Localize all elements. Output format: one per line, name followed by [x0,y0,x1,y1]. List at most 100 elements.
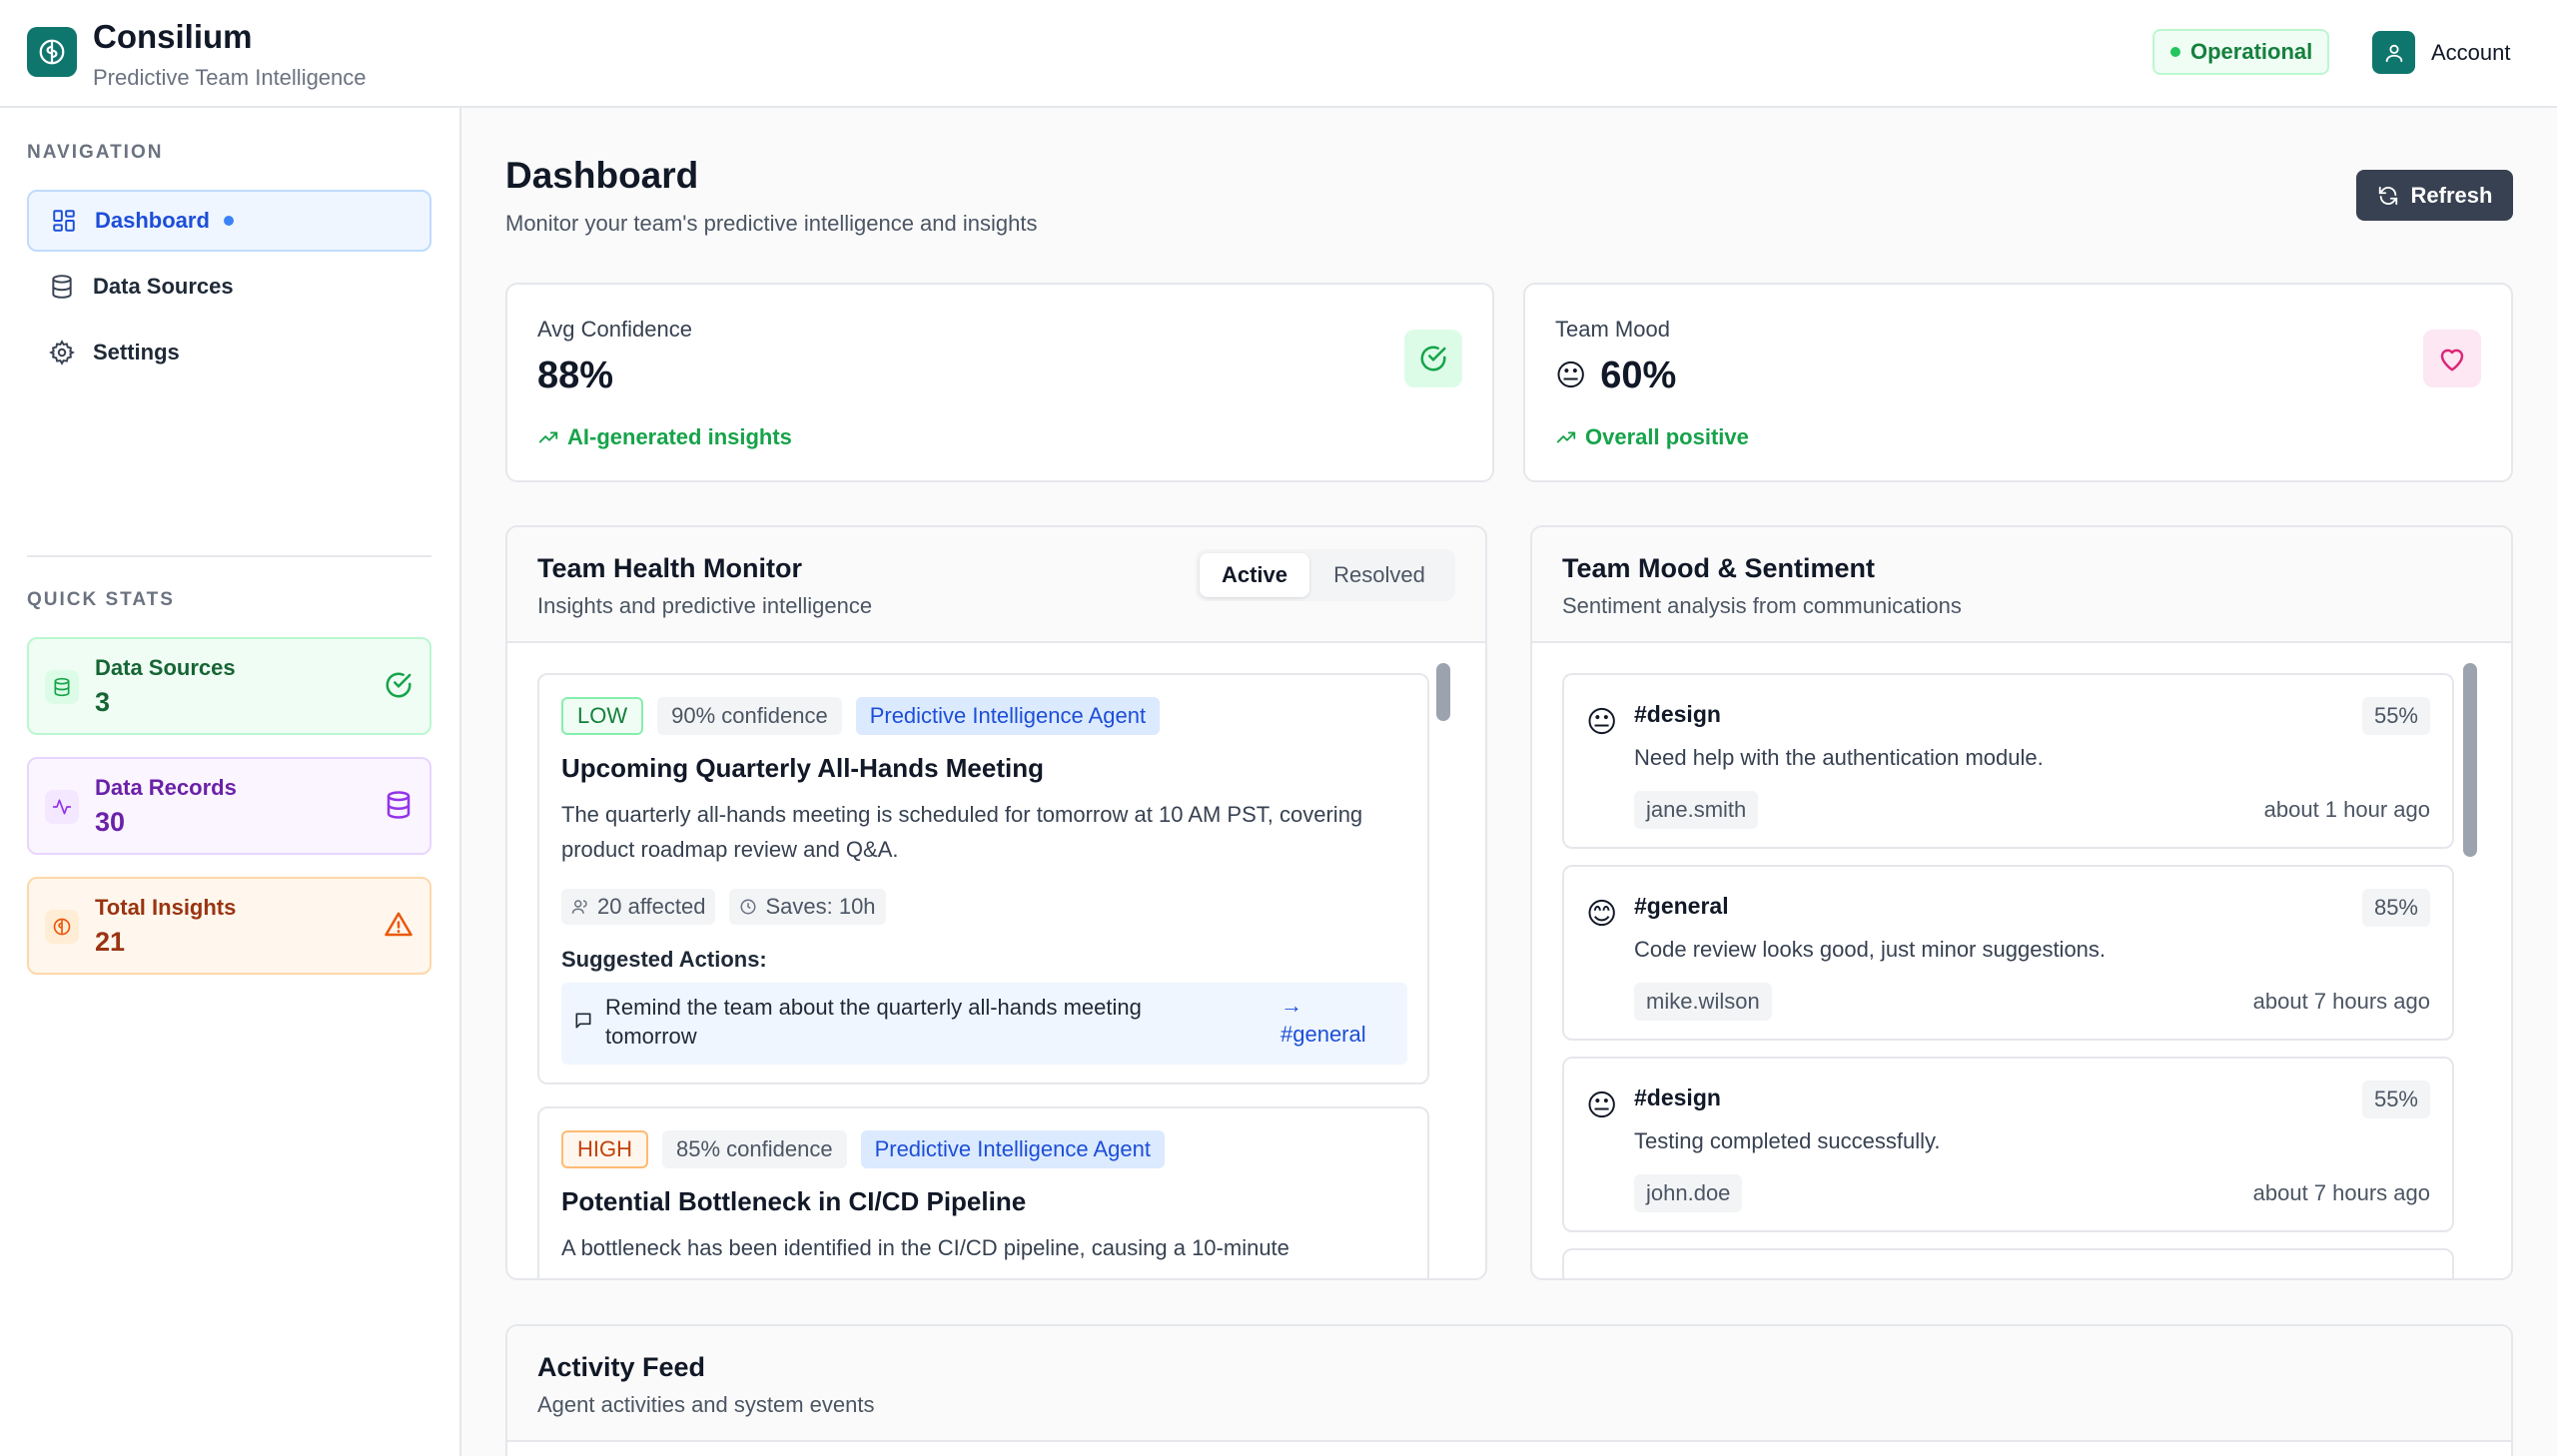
status-tabs: Active Resolved [1196,549,1455,601]
insight-description: The quarterly all-hands meeting is sched… [561,802,1363,862]
message-text: Code review looks good, just minor sugge… [1634,937,2107,962]
severity-badge: LOW [561,697,644,735]
timestamp: about 7 hours ago [2252,1180,2430,1205]
channel-name: #design [1634,1085,1721,1110]
check-circle-icon [1404,330,1462,387]
timestamp: about 1 hour ago [2263,797,2430,822]
arrow-right-icon: → [1280,993,1302,1018]
smiling-face-icon: 😊 [1586,897,1618,932]
message-text: Testing completed successfully. [1634,1128,1941,1153]
sidebar-item-data-sources[interactable]: Data Sources [27,256,431,318]
database-icon [49,274,75,300]
sentiment-item[interactable] [1562,1248,2454,1278]
account-button[interactable]: Account [2372,31,2511,74]
kpi-value: 88% [537,355,613,397]
status-badge: Operational [2152,29,2329,75]
agent-badge: Predictive Intelligence Agent [855,697,1161,735]
users-icon [571,898,589,916]
panel-subtitle: Insights and predictive intelligence [537,593,873,618]
sentiment-item[interactable]: 😐 #design 55% Testing completed successf… [1562,1057,2454,1232]
sentiment-list[interactable]: 😐 #design 55% Need help with the authent… [1532,643,2511,1278]
scrollbar-thumb[interactable] [1436,663,1450,721]
kpi-value: 😐 60% [1555,355,1676,397]
action-channel-link[interactable]: #general [1280,1022,1366,1047]
status-dot-icon [2170,47,2180,57]
suggested-action[interactable]: Remind the team about the quarterly all-… [561,983,1407,1065]
nav-heading: NAVIGATION [27,142,164,163]
kpi-trend: AI-generated insights [537,424,792,450]
insights-list[interactable]: LOW 90% confidence Predictive Intelligen… [507,643,1485,1278]
kpi-value-text: 60% [1600,355,1677,396]
trending-up-icon [537,426,559,448]
kpi-trend: Overall positive [1555,424,1749,450]
refresh-label: Refresh [2410,182,2493,208]
sentiment-item[interactable]: 😐 #design 55% Need help with the authent… [1562,673,2454,849]
severity-badge: HIGH [561,1130,648,1168]
kpi-card-avg-confidence: Avg Confidence 88% AI-generated insights [505,283,1494,482]
kpi-trend-text: AI-generated insights [567,424,792,449]
message-icon [573,1011,593,1031]
insights-scrollbar[interactable] [1436,663,1450,1258]
badge-row: HIGH 85% confidence Predictive Intellige… [561,1130,1165,1168]
sentiment-item[interactable]: 😊 #general 85% Code review looks good, j… [1562,865,2454,1041]
panel-subtitle: Agent activities and system events [537,1392,875,1417]
insight-title: Upcoming Quarterly All-Hands Meeting [561,753,1044,783]
brain-logo-icon[interactable] [27,27,77,77]
refresh-button[interactable]: Refresh [2356,170,2513,221]
sidebar-item-dashboard[interactable]: Dashboard [27,190,431,252]
heart-icon [2423,330,2481,387]
brain-icon [45,910,79,944]
sidebar-item-settings[interactable]: Settings [27,322,431,383]
sentiment-score: 85% [2361,889,2430,927]
stat-card-data-records[interactable]: Data Records 30 [27,757,431,855]
scrollbar-thumb[interactable] [2463,663,2477,857]
sentiment-scrollbar[interactable] [2463,663,2477,1258]
username-chip: john.doe [1634,1174,1743,1212]
kpi-label: Team Mood [1555,317,1670,342]
panel-header: Team Mood & Sentiment Sentiment analysis… [1532,527,2511,643]
clock-icon [739,898,757,916]
saves-chip: Saves: 10h [729,889,886,925]
sidebar-item-label: Data Sources [93,274,234,299]
app-subtitle: Predictive Team Intelligence [93,65,367,90]
username-chip: jane.smith [1634,791,1759,829]
affected-text: 20 affected [597,894,706,919]
panel-subtitle: Sentiment analysis from communications [1562,593,1962,618]
username-chip: mike.wilson [1634,983,1772,1021]
tab-active[interactable]: Active [1200,553,1309,597]
insight-card[interactable]: LOW 90% confidence Predictive Intelligen… [537,673,1429,1085]
kpi-card-team-mood: Team Mood 😐 60% Overall positive [1523,283,2513,482]
stat-card-total-insights[interactable]: Total Insights 21 [27,877,431,975]
trending-up-icon [1555,426,1577,448]
kpi-label: Avg Confidence [537,317,692,342]
dashboard-icon [51,208,77,234]
confidence-badge: 85% confidence [662,1130,847,1168]
stat-label: Total Insights [95,895,237,920]
panel-title: Team Health Monitor [537,553,803,583]
channel-name: #general [1634,893,1729,919]
team-mood-panel: Team Mood & Sentiment Sentiment analysis… [1530,525,2513,1280]
panel-title: Team Mood & Sentiment [1562,553,1876,583]
active-indicator-dot [223,216,234,226]
page-subtitle: Monitor your team's predictive intellige… [505,211,1038,236]
panel-header: Team Health Monitor Insights and predict… [507,527,1485,643]
sidebar-divider [27,555,431,557]
app-title: Consilium [93,18,253,55]
sidebar: NAVIGATION Dashboard Data Sources [0,108,461,1456]
stat-value: 30 [95,807,126,837]
stat-card-data-sources[interactable]: Data Sources 3 [27,637,431,735]
insight-card[interactable]: HIGH 85% confidence Predictive Intellige… [537,1106,1429,1278]
neutral-face-icon: 😐 [1586,1089,1618,1123]
insight-title: Potential Bottleneck in CI/CD Pipeline [561,1186,1027,1216]
stat-value: 3 [95,687,111,717]
agent-badge: Predictive Intelligence Agent [860,1130,1165,1168]
team-health-panel: Team Health Monitor Insights and predict… [505,525,1487,1280]
neutral-face-icon: 😐 [1586,705,1618,740]
action-text: Remind the team about the quarterly all-… [605,995,1142,1049]
tab-resolved[interactable]: Resolved [1333,562,1425,587]
top-bar: Consilium Predictive Team Intelligence O… [0,0,2557,108]
activity-icon [45,790,79,824]
timestamp: about 7 hours ago [2252,989,2430,1014]
panel-title: Activity Feed [537,1352,706,1382]
status-label: Operational [2190,39,2313,64]
